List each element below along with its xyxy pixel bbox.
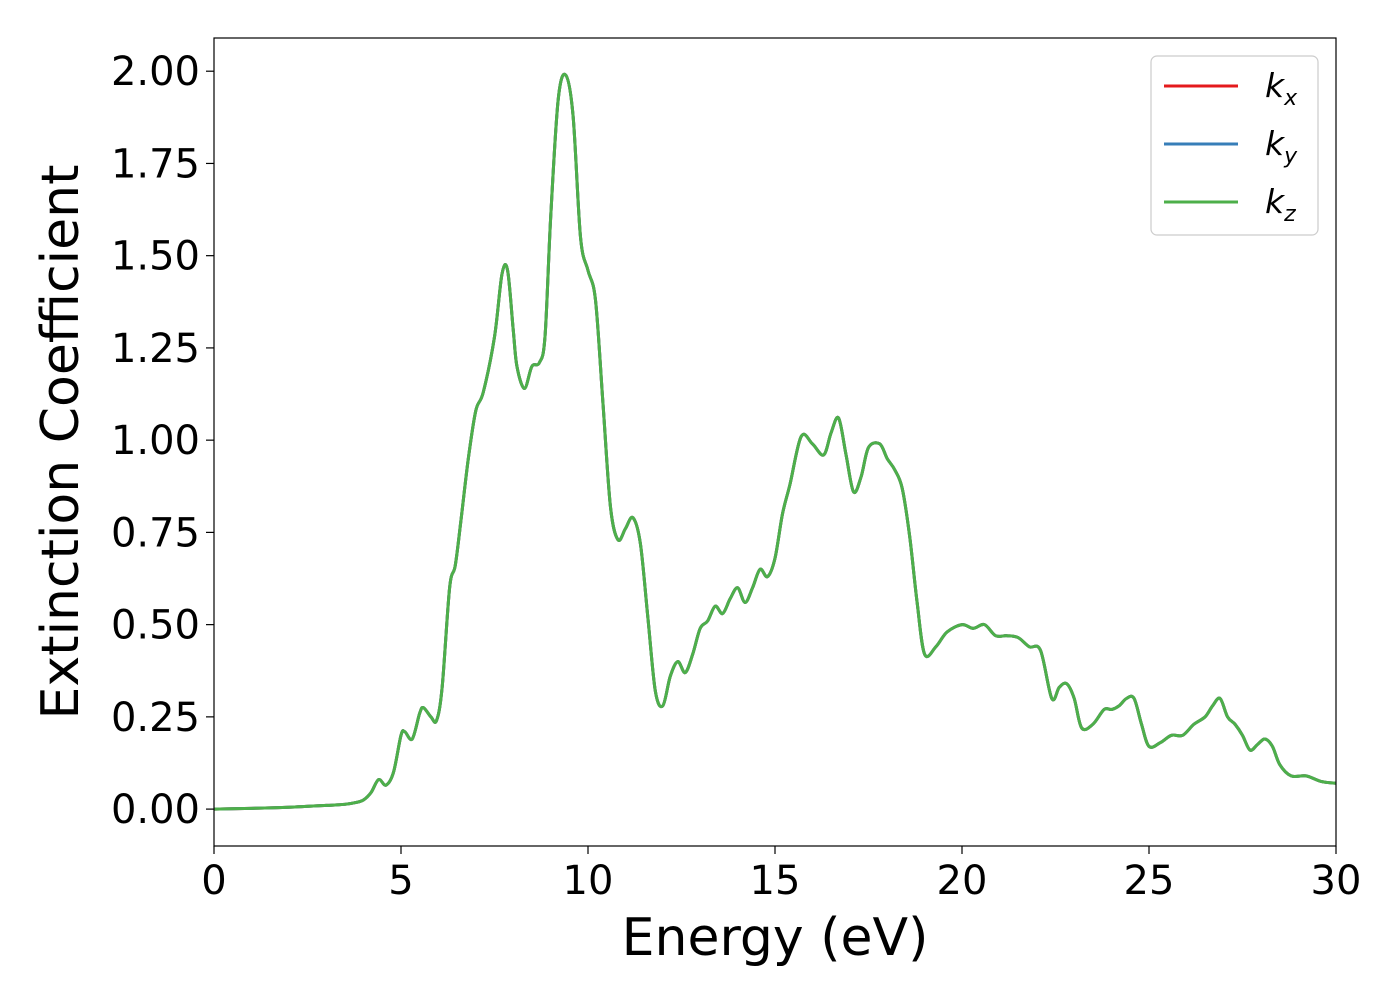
x-tick-label: 15	[750, 858, 801, 904]
y-tick-label: 0.75	[111, 510, 200, 556]
x-tick-label: 20	[937, 858, 988, 904]
legend-label-symbol: k	[1265, 66, 1286, 105]
y-tick-label: 2.00	[111, 49, 200, 95]
y-axis: 0.00 0.25 0.50 0.75 1.00 1.25 1.50 1.75 2.00	[111, 49, 214, 833]
y-tick-label: 1.75	[111, 141, 200, 187]
legend-label-symbol: k	[1265, 124, 1286, 163]
legend-label-kx: kx	[1265, 66, 1298, 111]
x-axis: 0 5 10 15 20 25 30	[201, 846, 1361, 904]
x-tick-label: 5	[388, 858, 413, 904]
series-layer	[214, 72, 1336, 811]
y-tick-label: 1.50	[111, 234, 200, 280]
x-tick-label: 30	[1311, 858, 1362, 904]
series-line-kz	[214, 72, 1336, 811]
legend-label-kz: kz	[1265, 182, 1296, 227]
x-axis-title: Energy (eV)	[622, 908, 929, 968]
y-tick-label: 1.25	[111, 326, 200, 372]
x-tick-label: 10	[563, 858, 614, 904]
y-tick-label: 1.00	[111, 418, 200, 464]
legend-label-subscript: y	[1283, 144, 1298, 169]
y-axis-title: Extinction Coefficient	[31, 165, 91, 720]
legend-label-subscript: z	[1283, 202, 1296, 227]
legend-label-symbol: k	[1265, 182, 1286, 221]
y-tick-label: 0.50	[111, 603, 200, 649]
y-tick-label: 0.00	[111, 787, 200, 833]
legend-label-ky: ky	[1265, 124, 1298, 169]
y-tick-label: 0.25	[111, 695, 200, 741]
legend-label-subscript: x	[1283, 86, 1298, 111]
x-tick-label: 25	[1124, 858, 1175, 904]
x-tick-label: 0	[201, 858, 226, 904]
